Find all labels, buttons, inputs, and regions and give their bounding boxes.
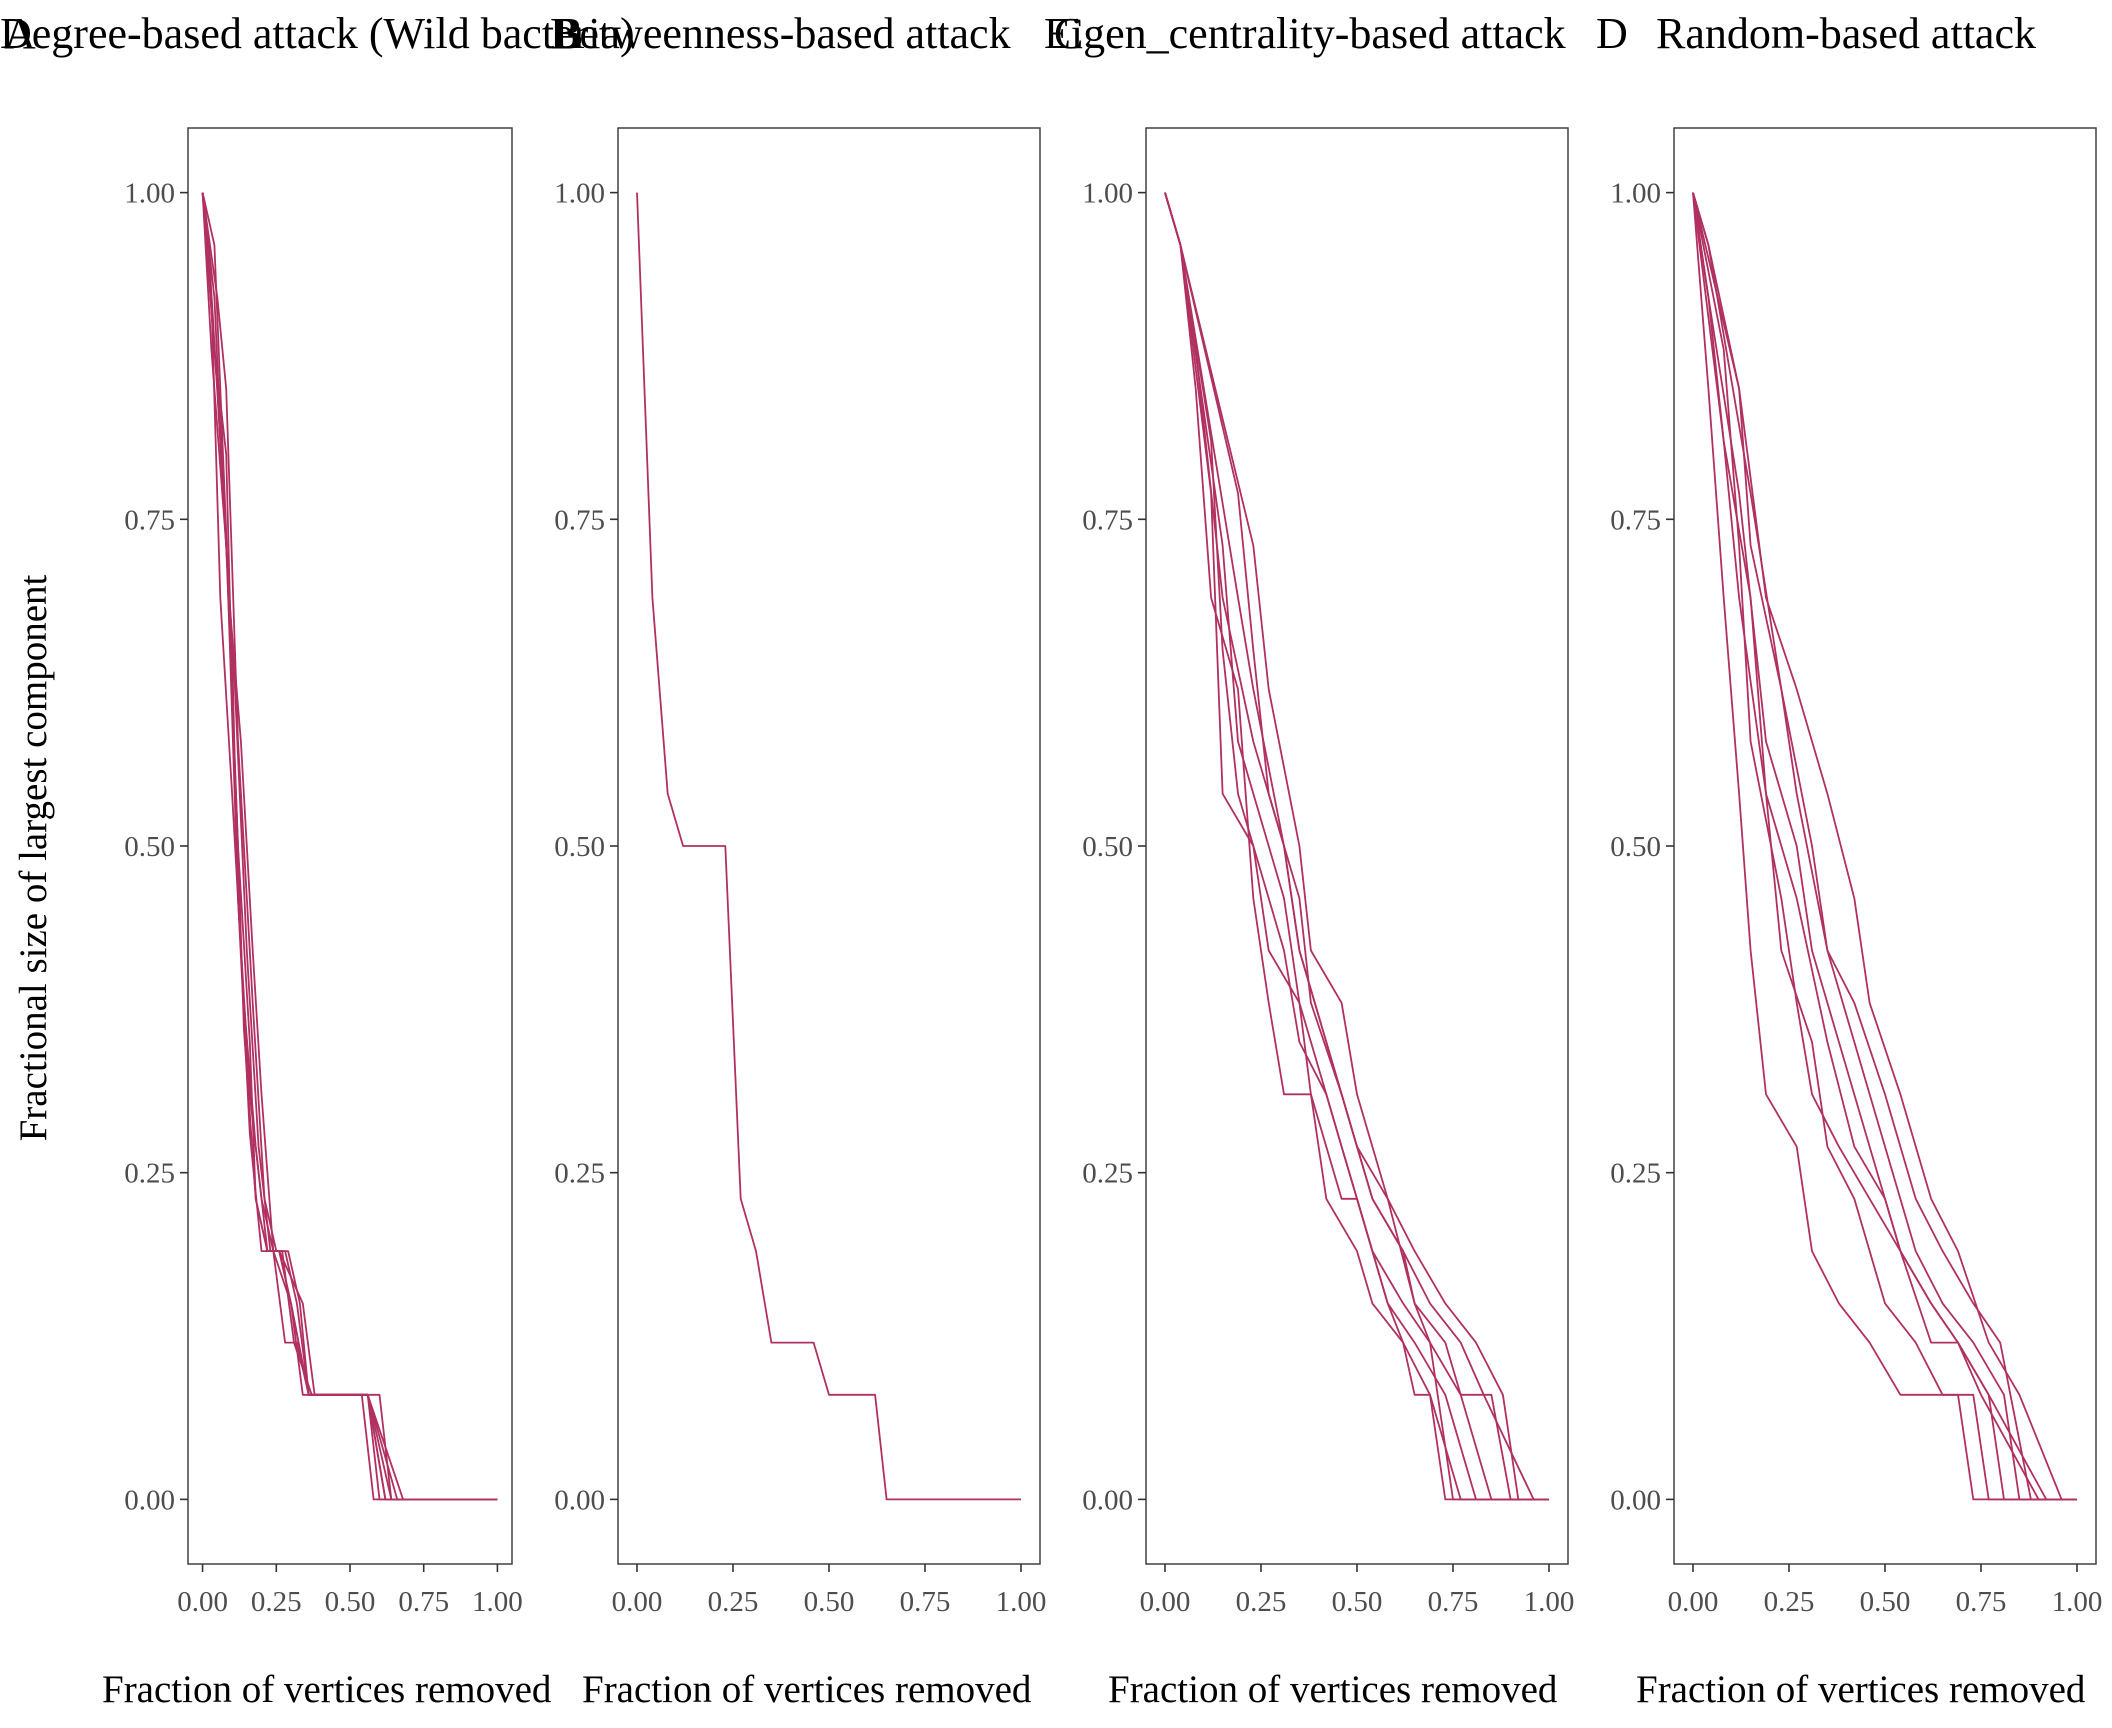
panel-b-y-tick-label: 1.00: [554, 178, 605, 210]
panel-b-x-axis-title: Fraction of vertices removed: [582, 1668, 1032, 1711]
panel-c-series-line: [1164, 192, 1549, 1501]
panel-c-series-line: [1164, 192, 1549, 1501]
panel-b-tag: B: [554, 9, 583, 58]
panel-b-x-tick-label: 0.75: [900, 1586, 951, 1618]
panel-d-x-tick-label: 0.25: [1764, 1586, 1815, 1618]
panel-c-series-line: [1164, 192, 1549, 1501]
panel-c: Eigen_centrality-based attack C 0.00 0.25…: [1044, 9, 1574, 1618]
panel-a: Degree-based attack (Wild bacteria) A 0.…: [0, 9, 635, 1618]
panel-d-series-line: [1692, 192, 2077, 1501]
panel-d-y-tick-label: 0.00: [1610, 1484, 1661, 1516]
panel-d: Random-based attack D 0.00 0.25 0.50 0.75 1.…: [1596, 9, 2102, 1618]
panel-d-y-tick-label: 0.25: [1610, 1158, 1661, 1190]
panel-b-x-tick-label: 0.00: [612, 1586, 663, 1618]
panel-d-series-line: [1692, 192, 2077, 1501]
panel-d-x-tick-label: 0.75: [1956, 1586, 2007, 1618]
panel-c-y-tick-label: 0.00: [1082, 1484, 1133, 1516]
panel-d-y-tick-label: 0.50: [1610, 831, 1661, 863]
panel-c-x-tick-label: 0.25: [1236, 1586, 1287, 1618]
panel-c-y-tick-label: 0.25: [1082, 1158, 1133, 1190]
panel-b-y-tick-label: 0.00: [554, 1484, 605, 1516]
panel-d-plot: 0.00 0.25 0.50 0.75 1.00 0.00 0.25 0.50 0.75 1.00: [1610, 127, 2103, 1618]
panel-b-y-tick-label: 0.25: [554, 1158, 605, 1190]
panel-b-plot-border: [617, 127, 1041, 1565]
panel-c-y-tick-label: 1.00: [1082, 178, 1133, 210]
panel-c-series-line: [1164, 192, 1549, 1501]
panel-a-title: Degree-based attack (Wild bacteria): [0, 9, 635, 58]
panel-d-series-line: [1692, 192, 2077, 1501]
panel-b: Betweenness-based attack B 0.000.250.500…: [550, 9, 1046, 1618]
panel-a-x-tick-label: 0.50: [325, 1586, 376, 1618]
panel-a-x-tick-label: 0.00: [177, 1586, 228, 1618]
panel-a-series-line: [201, 192, 498, 1501]
panel-c-x-tick-label: 0.00: [1140, 1586, 1191, 1618]
panel-b-title: Betweenness-based attack: [550, 9, 1011, 58]
panel-a-y-tick-label: 0.50: [124, 831, 175, 863]
panel-a-y-tick-label: 0.00: [124, 1484, 175, 1516]
panel-a-y-tick-label: 0.25: [124, 1158, 175, 1190]
panel-b-x-tick-label: 0.25: [708, 1586, 759, 1618]
panel-c-series-line: [1164, 192, 1549, 1501]
panel-a-y-tick-label: 0.75: [124, 504, 175, 536]
panel-a-plot: 0.00 0.25 0.50 0.75 1.00 0.00 0.25 0.50 0.75 1.00: [124, 127, 523, 1618]
panel-d-y-tick-label: 1.00: [1610, 178, 1661, 210]
panel-b-y-tick-label: 0.75: [554, 504, 605, 536]
panel-d-y-tick-label: 0.75: [1610, 504, 1661, 536]
panel-a-tag: A: [4, 9, 36, 58]
panel-a-y-tick-label: 1.00: [124, 178, 175, 210]
panel-d-series-line: [1692, 192, 2077, 1501]
panel-c-y-tick-label: 0.50: [1082, 831, 1133, 863]
panel-d-plot-border: [1673, 127, 2097, 1565]
panel-d-title: Random-based attack: [1656, 9, 2036, 58]
panel-c-x-tick-label: 0.50: [1332, 1586, 1383, 1618]
panel-c-title: Eigen_centrality-based attack: [1044, 9, 1566, 58]
panel-c-series-line: [1164, 192, 1549, 1501]
panel-c-plot: 0.00 0.25 0.50 0.75 1.00 0.00 0.25 0.50 0.75 1.00: [1082, 127, 1575, 1618]
panel-d-x-tick-label: 0.50: [1860, 1586, 1911, 1618]
panel-c-series-line: [1164, 192, 1549, 1501]
panel-c-tag: C: [1054, 9, 1083, 58]
panel-a-x-tick-label: 1.00: [472, 1586, 523, 1618]
panel-b-series-line: [636, 192, 1021, 1501]
panel-d-x-tick-label: 1.00: [2052, 1586, 2103, 1618]
panel-a-x-axis-title: Fraction of vertices removed: [102, 1668, 552, 1711]
panel-c-plot-border: [1145, 127, 1569, 1565]
panel-c-series-line: [1164, 192, 1549, 1501]
panel-b-x-tick-label: 1.00: [996, 1586, 1047, 1618]
panel-a-series-line: [201, 192, 498, 1501]
panel-d-tag: D: [1596, 9, 1628, 58]
y-axis-title: Fractional size of largest component: [12, 574, 55, 1141]
panel-b-y-tick-label: 0.50: [554, 831, 605, 863]
panel-d-x-axis-title: Fraction of vertices removed: [1636, 1668, 2086, 1711]
panel-d-series-line: [1692, 192, 2077, 1501]
panel-a-x-tick-label: 0.75: [398, 1586, 449, 1618]
panel-a-x-tick-label: 0.25: [251, 1586, 302, 1618]
panel-d-series-line: [1692, 192, 2077, 1501]
panel-b-plot: 0.00 0.25 0.50 0.75 1.00 0.00 0.25 0.50 0.75 1.00: [554, 127, 1047, 1618]
panel-c-y-tick-label: 0.75: [1082, 504, 1133, 536]
panel-b-x-tick-label: 0.50: [804, 1586, 855, 1618]
panel-c-x-tick-label: 1.00: [1524, 1586, 1575, 1618]
panel-c-x-axis-title: Fraction of vertices removed: [1108, 1668, 1558, 1711]
panel-d-x-tick-label: 0.00: [1668, 1586, 1719, 1618]
panel-c-x-tick-label: 0.75: [1428, 1586, 1479, 1618]
